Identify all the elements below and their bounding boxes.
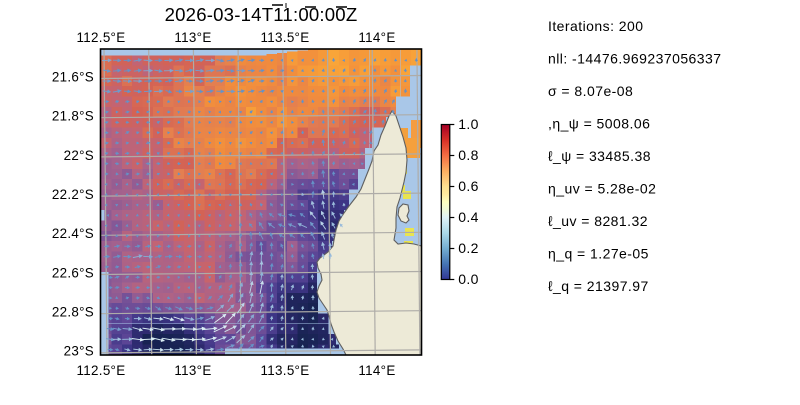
svg-text:22°S: 22°S xyxy=(64,148,94,163)
svg-text:23°S: 23°S xyxy=(64,344,94,359)
svg-text:nll: -14476.969237056337: nll: -14476.969237056337 xyxy=(548,51,722,67)
svg-text:113°E: 113°E xyxy=(174,30,211,45)
svg-text:22.8°S: 22.8°S xyxy=(52,305,94,320)
svg-text:η_uv = 5.28e-02: η_uv = 5.28e-02 xyxy=(548,181,656,197)
svg-text:ℓ_uv = 8281.32: ℓ_uv = 8281.32 xyxy=(548,213,648,229)
svg-text:ℓ_ψ = 33485.38: ℓ_ψ = 33485.38 xyxy=(548,148,651,164)
svg-text:113°E: 113°E xyxy=(174,363,211,378)
svg-text:Iterations: 200: Iterations: 200 xyxy=(548,18,643,34)
svg-text:22.2°S: 22.2°S xyxy=(52,187,94,202)
svg-text:0.4: 0.4 xyxy=(458,209,478,225)
svg-text:0.8: 0.8 xyxy=(458,147,478,163)
svg-text:112.5°E: 112.5°E xyxy=(77,30,126,45)
svg-text:114°E: 114°E xyxy=(358,30,395,45)
svg-text:ℓ_q = 21397.97: ℓ_q = 21397.97 xyxy=(548,278,649,294)
svg-text:0.6: 0.6 xyxy=(458,178,478,194)
svg-text:21.6°S: 21.6°S xyxy=(52,70,94,85)
svg-text:,η_ψ = 5008.06: ,η_ψ = 5008.06 xyxy=(548,116,650,132)
svg-text:113.5°E: 113.5°E xyxy=(261,363,310,378)
svg-text:σ = 8.07e-08: σ = 8.07e-08 xyxy=(548,83,633,99)
svg-text:22.6°S: 22.6°S xyxy=(52,265,94,280)
svg-text:η_q = 1.27e-05: η_q = 1.27e-05 xyxy=(548,246,649,262)
svg-text:22.4°S: 22.4°S xyxy=(52,226,94,241)
svg-text:113.5°E: 113.5°E xyxy=(261,30,310,45)
svg-text:2026-03-14T11:00:00Z: 2026-03-14T11:00:00Z xyxy=(165,4,358,25)
svg-text:114°E: 114°E xyxy=(358,363,395,378)
svg-text:0.0: 0.0 xyxy=(458,271,478,287)
svg-text:0.2: 0.2 xyxy=(458,240,478,256)
svg-text:1.0: 1.0 xyxy=(458,116,478,132)
svg-text:112.5°E: 112.5°E xyxy=(77,363,126,378)
svg-text:21.8°S: 21.8°S xyxy=(52,109,94,124)
